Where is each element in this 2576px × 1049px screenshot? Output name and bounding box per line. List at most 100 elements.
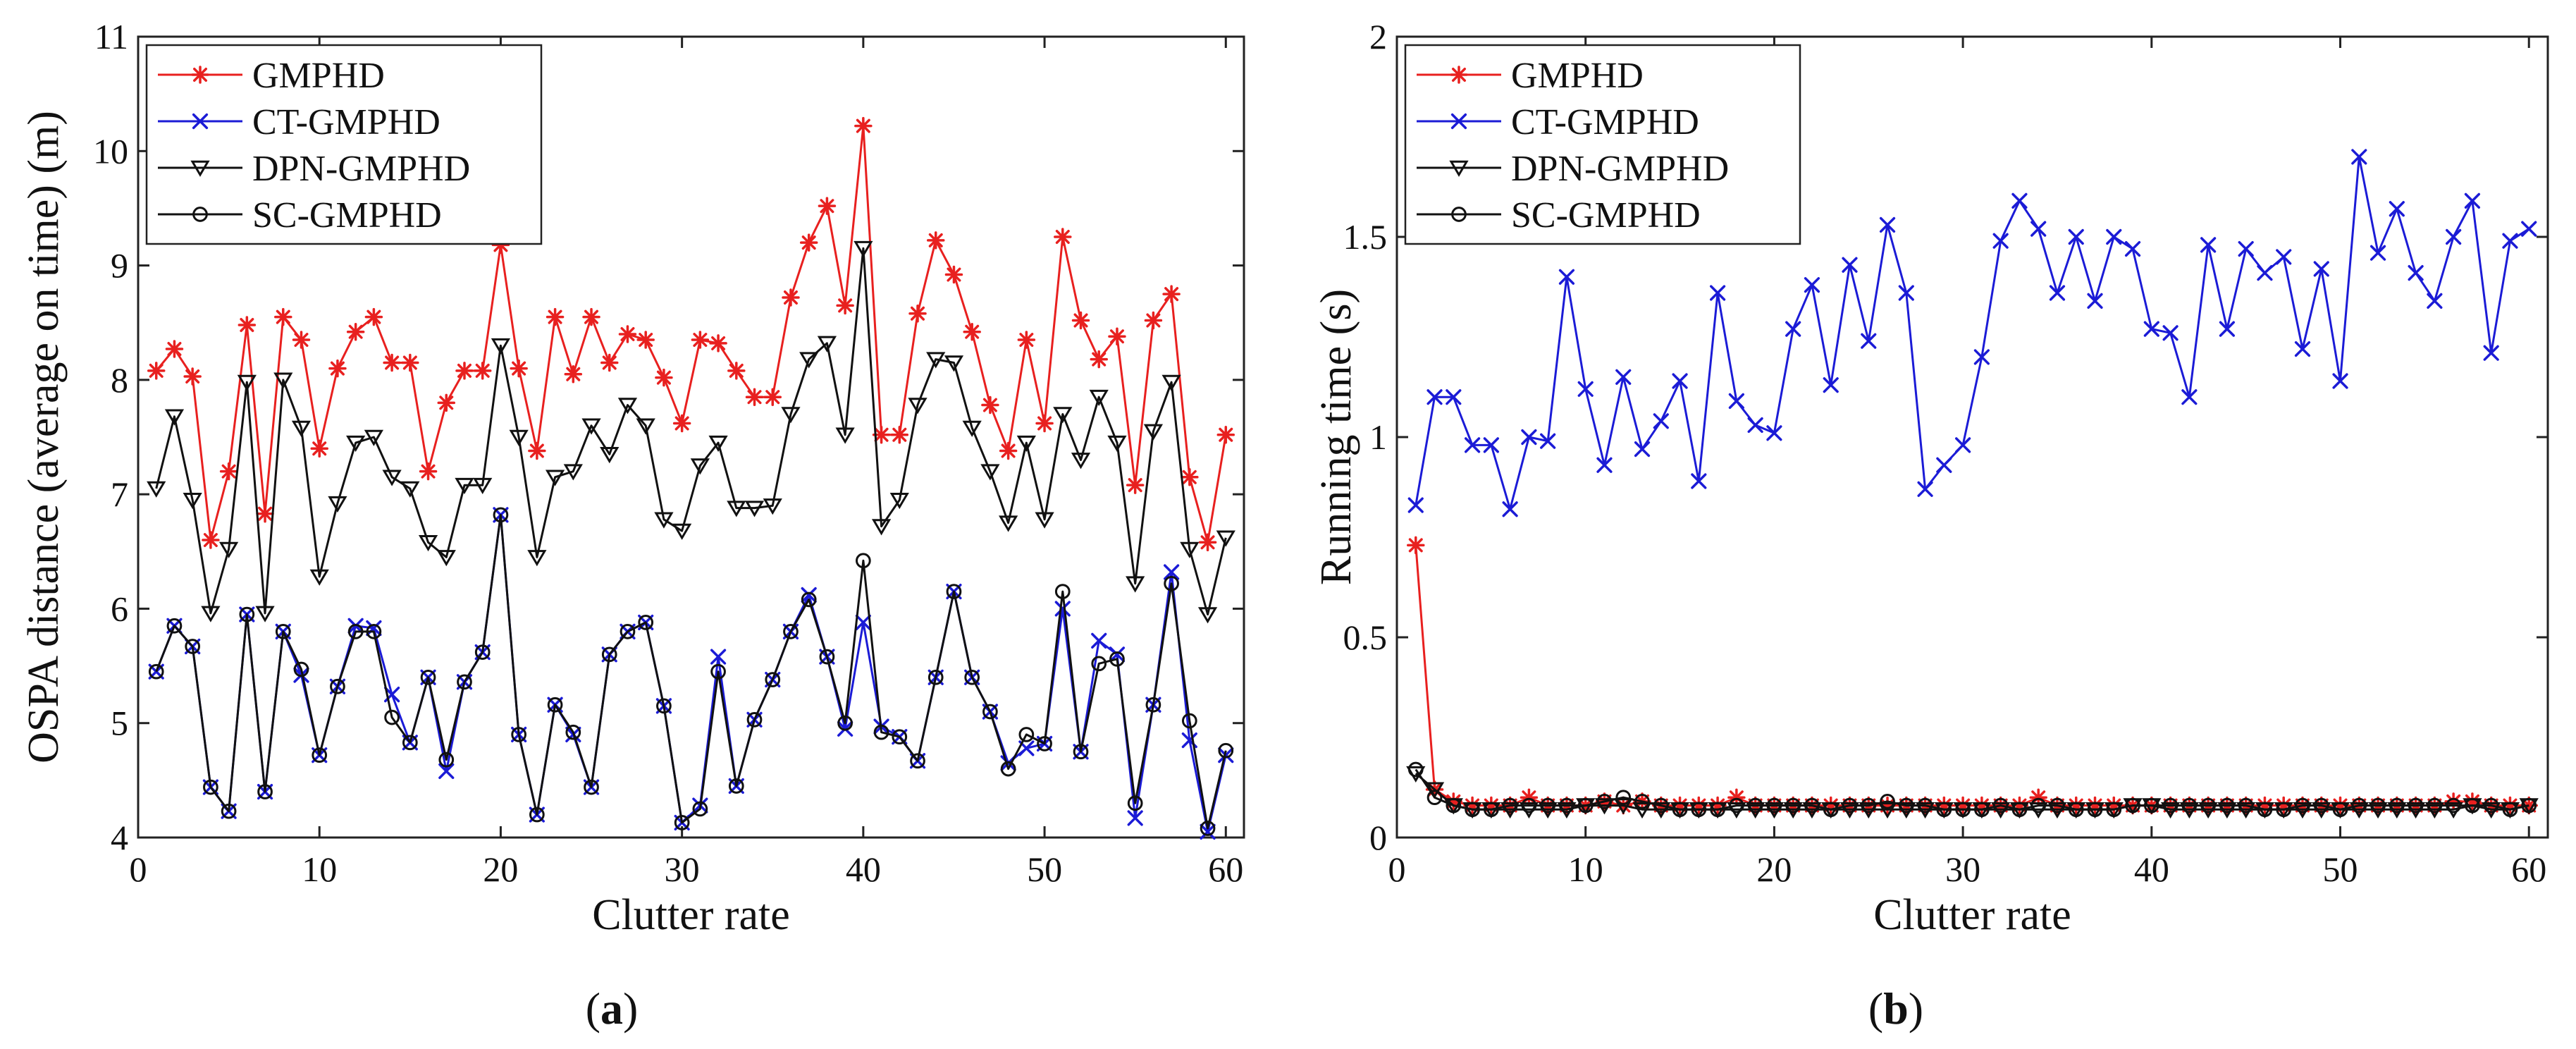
y-tick-label: 6 xyxy=(111,589,128,628)
data-point-sc-gmphd xyxy=(1823,802,1839,818)
data-point-gmphd xyxy=(1216,426,1235,444)
x-tick-label: 40 xyxy=(2134,849,2169,889)
data-point-gmphd xyxy=(310,439,328,458)
data-point-sc-gmphd xyxy=(837,715,853,731)
data-point-sc-gmphd xyxy=(2238,797,2254,814)
data-point-dpn-gmphd xyxy=(237,374,257,391)
data-point-sc-gmphd xyxy=(1596,794,1613,809)
data-point-gmphd xyxy=(672,414,691,433)
data-point-gmphd xyxy=(1407,536,1425,555)
data-point-sc-gmphd xyxy=(2030,797,2047,814)
data-point-dpn-gmphd xyxy=(1016,435,1036,452)
data-point-dpn-gmphd xyxy=(147,481,166,498)
panel-caption-letter: a xyxy=(600,983,623,1033)
data-point-gmphd xyxy=(1144,311,1163,330)
data-point-ct-gmphd xyxy=(1766,425,1782,441)
y-tick-label: 7 xyxy=(111,474,128,514)
data-point-ct-gmphd xyxy=(855,614,871,631)
data-point-sc-gmphd xyxy=(674,815,690,830)
data-point-dpn-gmphd xyxy=(545,470,565,486)
series-sc-gmphd xyxy=(148,507,1234,836)
data-point-sc-gmphd xyxy=(964,669,980,685)
data-point-ct-gmphd xyxy=(1691,473,1707,489)
data-point-ct-gmphd xyxy=(1653,413,1669,429)
data-point-sc-gmphd xyxy=(1974,802,1990,818)
data-point-sc-gmphd xyxy=(293,661,309,677)
data-point-sc-gmphd xyxy=(203,779,218,795)
data-point-dpn-gmphd xyxy=(291,420,312,437)
data-point-dpn-gmphd xyxy=(1180,541,1200,558)
data-point-sc-gmphd xyxy=(1054,584,1071,599)
data-point-gmphd xyxy=(799,233,818,252)
data-point-dpn-gmphd xyxy=(853,240,873,258)
data-point-dpn-gmphd xyxy=(1878,802,1897,819)
data-point-gmphd xyxy=(600,353,619,372)
y-tick-label: 0 xyxy=(1369,818,1387,857)
data-point-ct-gmphd xyxy=(1521,429,1537,446)
data-point-ct-gmphd xyxy=(1804,277,1820,293)
data-point-ct-gmphd xyxy=(2124,240,2141,257)
data-point-gmphd xyxy=(528,441,546,460)
data-point-dpn-gmphd xyxy=(1053,407,1073,424)
data-point-ct-gmphd xyxy=(2200,237,2217,253)
data-point-gmphd xyxy=(1126,476,1145,494)
data-point-dpn-gmphd xyxy=(980,464,1000,481)
data-point-sc-gmphd xyxy=(1000,761,1016,777)
data-point-ct-gmphd xyxy=(2332,373,2348,389)
data-point-sc-gmphd xyxy=(1521,797,1537,814)
data-point-ct-gmphd xyxy=(2369,245,2386,261)
data-point-dpn-gmphd xyxy=(1089,389,1109,407)
data-point-ct-gmphd xyxy=(1634,441,1651,458)
series-line-gmphd xyxy=(155,125,1227,544)
data-point-gmphd xyxy=(147,362,166,380)
data-point-sc-gmphd xyxy=(457,674,472,690)
data-point-dpn-gmphd xyxy=(183,492,202,510)
legend-marker-dpn-gmphd xyxy=(1449,160,1469,177)
x-tick-label: 50 xyxy=(2323,849,2358,889)
y-axis-label: Running time (s) xyxy=(1312,289,1360,585)
data-point-ct-gmphd xyxy=(1973,349,1990,365)
data-point-sc-gmphd xyxy=(1672,802,1688,818)
data-point-sc-gmphd xyxy=(2313,797,2329,814)
data-point-ct-gmphd xyxy=(2294,341,2311,357)
data-point-sc-gmphd xyxy=(1091,656,1107,672)
x-tick-label: 50 xyxy=(1027,849,1062,889)
data-point-sc-gmphd xyxy=(185,639,201,654)
x-tick-label: 40 xyxy=(846,849,881,889)
data-point-sc-gmphd xyxy=(1145,697,1161,713)
data-point-sc-gmphd xyxy=(493,507,509,523)
data-point-sc-gmphd xyxy=(438,752,455,768)
data-point-ct-gmphd xyxy=(1672,373,1688,389)
x-tick-label: 60 xyxy=(1208,849,1243,889)
data-point-sc-gmphd xyxy=(1691,802,1707,818)
data-point-ct-gmphd xyxy=(2143,321,2159,337)
data-point-ct-gmphd xyxy=(1898,285,1914,301)
data-point-sc-gmphd xyxy=(2370,797,2386,814)
data-point-ct-gmphd xyxy=(2446,228,2462,245)
data-point-sc-gmphd xyxy=(1218,742,1234,759)
data-point-sc-gmphd xyxy=(384,709,400,725)
data-point-sc-gmphd xyxy=(856,553,871,569)
data-point-ct-gmphd xyxy=(2011,192,2028,209)
data-point-sc-gmphd xyxy=(1917,797,1933,814)
data-point-dpn-gmphd xyxy=(654,512,674,529)
data-point-sc-gmphd xyxy=(2200,797,2216,814)
legend-marker-ct-gmphd xyxy=(1450,113,1467,130)
data-point-sc-gmphd xyxy=(1109,651,1125,667)
data-point-sc-gmphd xyxy=(873,724,889,740)
data-point-gmphd xyxy=(473,362,492,380)
data-point-gmphd xyxy=(655,368,673,387)
legend-label-dpn-gmphd: DPN-GMPHD xyxy=(252,149,470,189)
data-point-ct-gmphd xyxy=(1426,389,1443,405)
data-point-ct-gmphd xyxy=(1464,437,1481,453)
data-point-sc-gmphd xyxy=(1073,744,1089,760)
data-point-sc-gmphd xyxy=(746,711,763,728)
legend: GMPHD CT-GMPHD DPN-GMPHD SC-GMPHD xyxy=(1404,44,1801,245)
data-point-sc-gmphd xyxy=(2050,797,2065,814)
y-tick-label: 1 xyxy=(1369,417,1387,457)
data-point-dpn-gmphd xyxy=(1107,435,1127,452)
data-point-gmphd xyxy=(1090,350,1108,369)
legend-label-sc-gmphd: SC-GMPHD xyxy=(252,195,442,235)
data-point-dpn-gmphd xyxy=(1143,424,1164,441)
data-point-gmphd xyxy=(1054,228,1072,246)
